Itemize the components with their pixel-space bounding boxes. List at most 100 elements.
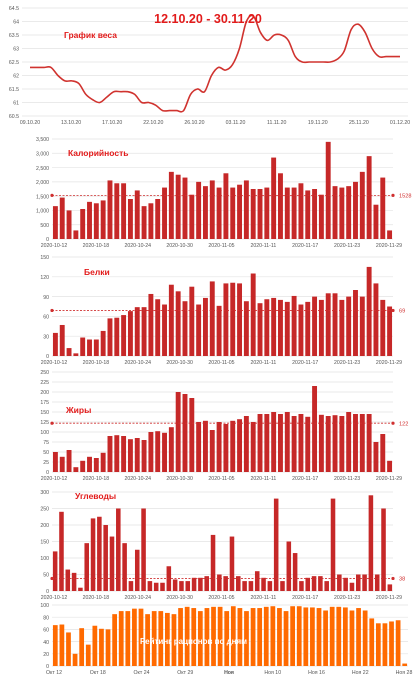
bar <box>210 534 216 591</box>
bar <box>100 200 106 239</box>
bar <box>125 611 131 666</box>
bar <box>280 581 285 591</box>
bar <box>223 283 229 356</box>
average-label: 1528 <box>399 194 411 200</box>
carbs-chart: 0 50 100 150 200 250 300 38 2020-10-12 2020-10-18… <box>40 490 405 601</box>
x-tick-label: 19.11.20 <box>308 120 328 126</box>
x-tick-label: 2020-10-18 <box>83 360 110 366</box>
bar <box>291 295 297 356</box>
y-tick-label: 0 <box>46 237 49 243</box>
bar <box>389 621 394 666</box>
x-tick-label: 2020-10-24 <box>124 360 151 366</box>
bar <box>267 581 273 591</box>
bar <box>290 606 296 666</box>
bar <box>87 201 92 239</box>
y-tick-label: 63 <box>13 47 19 53</box>
bar <box>162 432 167 472</box>
bar <box>66 632 71 666</box>
y-tick-label: 62.5 <box>9 60 19 66</box>
bar <box>291 187 297 239</box>
bar <box>237 608 243 666</box>
average-marker <box>50 193 54 197</box>
bar <box>52 625 58 666</box>
bar <box>66 348 72 356</box>
bar <box>196 181 202 239</box>
x-tick-label: 2020-11-05 <box>208 476 234 482</box>
bar <box>59 456 65 472</box>
bar <box>332 293 338 356</box>
bar <box>93 203 99 239</box>
bar <box>145 614 150 666</box>
bar <box>59 624 65 666</box>
average-label: 38 <box>399 577 405 583</box>
bar <box>332 186 338 239</box>
bar <box>155 431 161 472</box>
y-tick-label: 64.5 <box>9 6 19 12</box>
bar <box>202 297 208 356</box>
bar <box>141 206 147 239</box>
bar <box>298 183 304 239</box>
y-tick-label: 300 <box>40 490 49 496</box>
bar <box>359 296 365 356</box>
chart-label: Рейтинг рационов по дням <box>140 637 247 646</box>
bar <box>196 304 202 356</box>
bar <box>278 414 283 472</box>
x-tick-label: 2020-10-24 <box>124 595 151 601</box>
x-tick-label: 2020-11-11 <box>250 243 276 249</box>
bar <box>257 189 263 239</box>
bar <box>310 607 315 666</box>
x-tick-label: Ноя <box>224 670 234 676</box>
protein-chart: 0 30 60 90 120 150 69 2020-10-12 2020-10-18 2020-… <box>40 255 405 366</box>
y-tick-label: 0 <box>46 470 49 476</box>
x-tick-label: 2020-10-30 <box>166 360 193 366</box>
y-tick-label: 175 <box>40 400 49 406</box>
bar <box>223 424 229 472</box>
y-tick-label: 100 <box>40 430 49 436</box>
x-tick-label: 2020-10-12 <box>41 243 68 249</box>
bar <box>182 177 188 239</box>
average-label: 122 <box>399 421 408 427</box>
bar <box>356 608 361 666</box>
bar <box>160 582 165 591</box>
bar <box>380 434 386 472</box>
bar <box>182 301 188 356</box>
bar <box>134 307 140 356</box>
bar <box>80 209 86 239</box>
x-tick-label: 2020-11-17 <box>292 360 318 366</box>
y-tick-label: 100 <box>40 603 49 609</box>
x-tick-label: 2020-10-30 <box>166 476 193 482</box>
bar <box>87 456 92 472</box>
bar <box>189 398 195 472</box>
y-tick-label: 60 <box>43 315 49 321</box>
bar <box>298 304 304 356</box>
bar <box>191 608 197 666</box>
x-tick-label: 01.12.20 <box>390 120 410 126</box>
y-tick-label: 200 <box>40 390 49 396</box>
x-tick-label: 2020-11-11 <box>250 476 276 482</box>
bar <box>99 628 104 666</box>
bar <box>168 427 174 472</box>
bar <box>184 606 190 666</box>
bar <box>257 414 263 472</box>
bar <box>204 608 210 666</box>
y-tick-label: 120 <box>40 275 49 281</box>
bar <box>107 436 113 472</box>
bar <box>312 386 318 472</box>
bar <box>116 508 121 591</box>
bar <box>380 177 386 239</box>
x-tick-label: 2020-11-11 <box>250 360 276 366</box>
bar <box>52 332 58 356</box>
average-marker <box>391 421 395 425</box>
x-tick-label: 2020-11-05 <box>208 243 234 249</box>
bar <box>329 606 335 666</box>
bar <box>162 187 167 239</box>
bar <box>79 628 85 666</box>
y-tick-label: 150 <box>40 540 49 546</box>
bar <box>134 438 140 472</box>
bar <box>387 230 393 239</box>
x-tick-label: 2020-10-12 <box>41 595 68 601</box>
x-tick-label: Ноя 10 <box>264 670 281 676</box>
bar <box>291 416 297 472</box>
bar <box>324 581 329 591</box>
x-tick-label: 26.10.20 <box>184 120 204 126</box>
